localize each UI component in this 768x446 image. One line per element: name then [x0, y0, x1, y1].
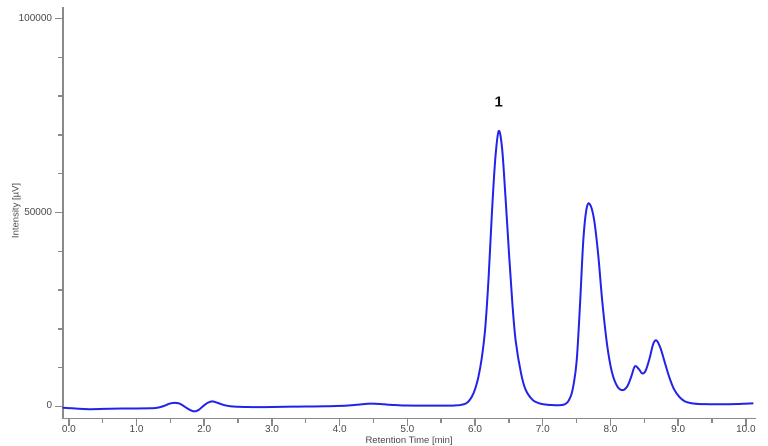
x-tick-major [474, 418, 476, 426]
x-tick-major [609, 418, 612, 426]
plot-area [62, 7, 756, 418]
y-tick-minor [58, 172, 63, 175]
x-tick-minor [169, 418, 172, 423]
x-tick-label: 9.0 [671, 424, 686, 435]
x-tick-major [68, 418, 70, 426]
x-tick-label: 8.0 [603, 424, 618, 435]
y-tick-label: 100000 [18, 12, 52, 24]
y-tick-minor [58, 56, 63, 59]
y-tick-major [55, 405, 63, 408]
y-tick-label: 0 [46, 400, 52, 412]
y-tick-major [55, 17, 63, 20]
y-tick-major [55, 211, 63, 214]
x-tick-label: 0.0 [61, 424, 76, 435]
x-tick-major [338, 418, 341, 426]
x-tick-minor [237, 418, 239, 423]
y-tick-label: 50000 [24, 206, 52, 218]
chromatogram-trace [62, 129, 754, 413]
x-tick-minor [440, 418, 442, 423]
x-tick-major [135, 418, 138, 426]
x-axis-title: Retention Time [min] [365, 435, 453, 446]
x-tick-minor [101, 418, 104, 423]
x-tick-minor [372, 418, 375, 423]
x-tick-label: 1.0 [129, 424, 144, 435]
x-tick-label: 3.0 [264, 424, 279, 435]
trace-path [62, 129, 754, 413]
y-tick-minor [58, 328, 63, 330]
x-tick-major [541, 418, 544, 426]
x-tick-minor [643, 418, 646, 423]
x-tick-major [745, 418, 747, 426]
x-tick-label: 4.0 [332, 424, 347, 435]
x-axis-line [62, 417, 756, 419]
peak-label-1: 1 [494, 93, 503, 111]
x-tick-major [271, 418, 273, 426]
y-tick-minor [58, 134, 63, 136]
x-tick-major [677, 418, 679, 426]
y-tick-minor [58, 250, 63, 253]
x-tick-label: 5.0 [400, 424, 415, 435]
x-tick-major [406, 418, 409, 426]
y-tick-minor [58, 95, 63, 97]
y-axis-title: Intensity [µV] [10, 182, 22, 239]
x-tick-minor [304, 418, 307, 423]
x-tick-minor [575, 418, 578, 423]
x-tick-minor [711, 418, 713, 423]
x-tick-label: 6.0 [468, 424, 482, 435]
y-tick-minor [58, 366, 63, 369]
x-tick-label: 7.0 [535, 424, 550, 435]
x-tick-label: 10.0 [736, 424, 756, 435]
x-tick-label: 2.0 [197, 424, 212, 435]
y-tick-minor [58, 289, 63, 291]
x-tick-minor [508, 418, 510, 423]
x-tick-major [203, 418, 205, 426]
